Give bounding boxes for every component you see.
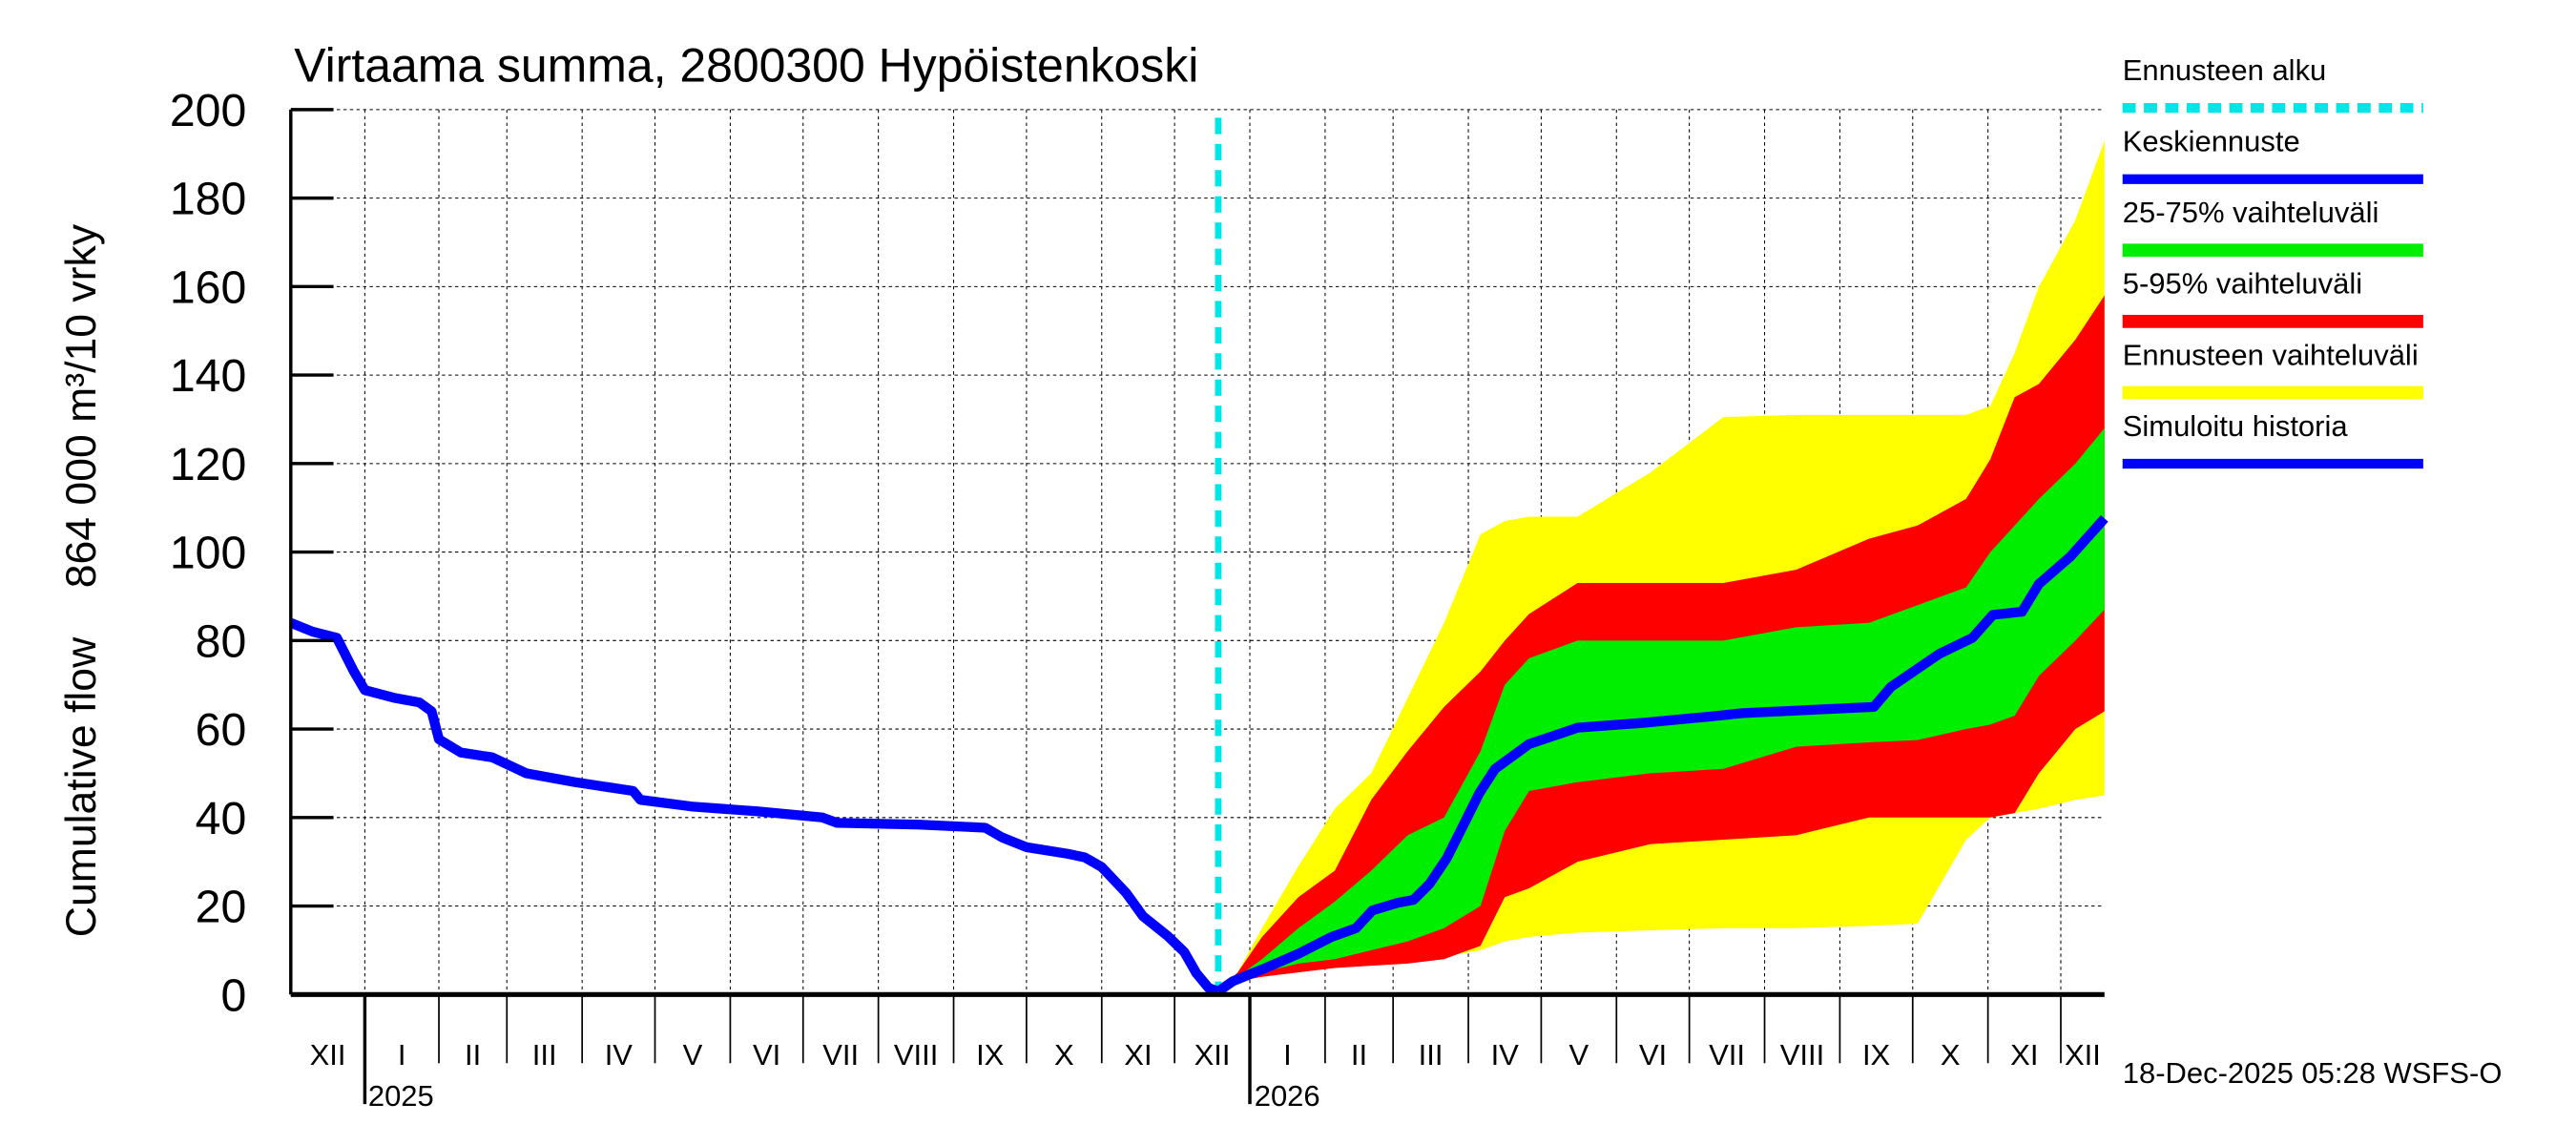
month-label: V — [683, 1038, 703, 1072]
month-label: XII — [310, 1038, 346, 1072]
month-label: VIII — [894, 1038, 938, 1072]
month-label: XI — [1124, 1038, 1152, 1072]
month-label: X — [1054, 1038, 1074, 1072]
chart-title: Virtaama summa, 2800300 Hypöistenkoski — [294, 39, 1198, 93]
month-label: IV — [605, 1038, 634, 1072]
legend-label: 25-75% vaihteluväli — [2123, 196, 2379, 229]
y-tick-label: 20 — [196, 882, 247, 933]
month-label: VII — [1709, 1038, 1745, 1072]
month-label: VI — [753, 1038, 780, 1072]
y-tick-label: 0 — [220, 970, 246, 1022]
month-label: III — [1419, 1038, 1444, 1072]
y-tick-label: 60 — [196, 704, 247, 756]
y-tick-label: 40 — [196, 793, 247, 844]
month-label: III — [532, 1038, 557, 1072]
month-label: XII — [1195, 1038, 1231, 1072]
legend-label: Keskiennuste — [2123, 125, 2300, 158]
month-label: II — [465, 1038, 481, 1072]
y-axis-label-fi: 864 000 m³/10 vrky — [58, 223, 105, 588]
y-tick-label: 100 — [170, 528, 246, 579]
legend-label: Ennusteen alku — [2123, 53, 2327, 87]
median-forecast-line — [1215, 514, 2109, 996]
month-label: I — [1283, 1038, 1292, 1072]
month-label: VI — [1639, 1038, 1667, 1072]
y-tick-label: 160 — [170, 262, 246, 314]
y-tick-label: 80 — [196, 616, 247, 668]
month-label: II — [1351, 1038, 1367, 1072]
year-label: 2026 — [1255, 1079, 1320, 1113]
legend-label: 5-95% vaihteluväli — [2123, 267, 2362, 301]
month-label: I — [398, 1038, 406, 1072]
month-label: VIII — [1780, 1038, 1824, 1072]
y-tick-label: 180 — [170, 174, 246, 225]
legend-label: Ennusteen vaihteluväli — [2123, 338, 2419, 371]
month-label: VII — [822, 1038, 859, 1072]
month-label: IV — [1491, 1038, 1520, 1072]
y-tick-label: 120 — [170, 439, 246, 490]
series-lines — [288, 117, 2109, 996]
month-label: X — [1941, 1038, 1961, 1072]
y-axis-label: Cumulative flow 864 000 m³/10 vrky — [58, 223, 105, 937]
legend-label: Simuloitu historia — [2123, 409, 2349, 443]
timestamp: 18-Dec-2025 05:28 WSFS-O — [2123, 1056, 2503, 1090]
history-line — [288, 618, 1220, 996]
month-label: IX — [1862, 1038, 1890, 1072]
year-label: 2025 — [368, 1079, 434, 1113]
forecast-bands — [1217, 140, 2105, 992]
y-tick-label: 200 — [170, 85, 246, 136]
month-label: XI — [2010, 1038, 2038, 1072]
month-label: IX — [976, 1038, 1004, 1072]
band-25-75-vaihteluv-li — [1217, 427, 2105, 992]
y-tick-label: 140 — [170, 350, 246, 402]
y-axis-label-en: Cumulative flow — [58, 636, 105, 937]
grid — [290, 109, 2105, 995]
legend: Ennusteen alku Keskiennuste 25-75% vaihtel… — [2123, 53, 2423, 469]
month-label: XII — [2065, 1038, 2101, 1072]
month-label: V — [1569, 1038, 1589, 1072]
